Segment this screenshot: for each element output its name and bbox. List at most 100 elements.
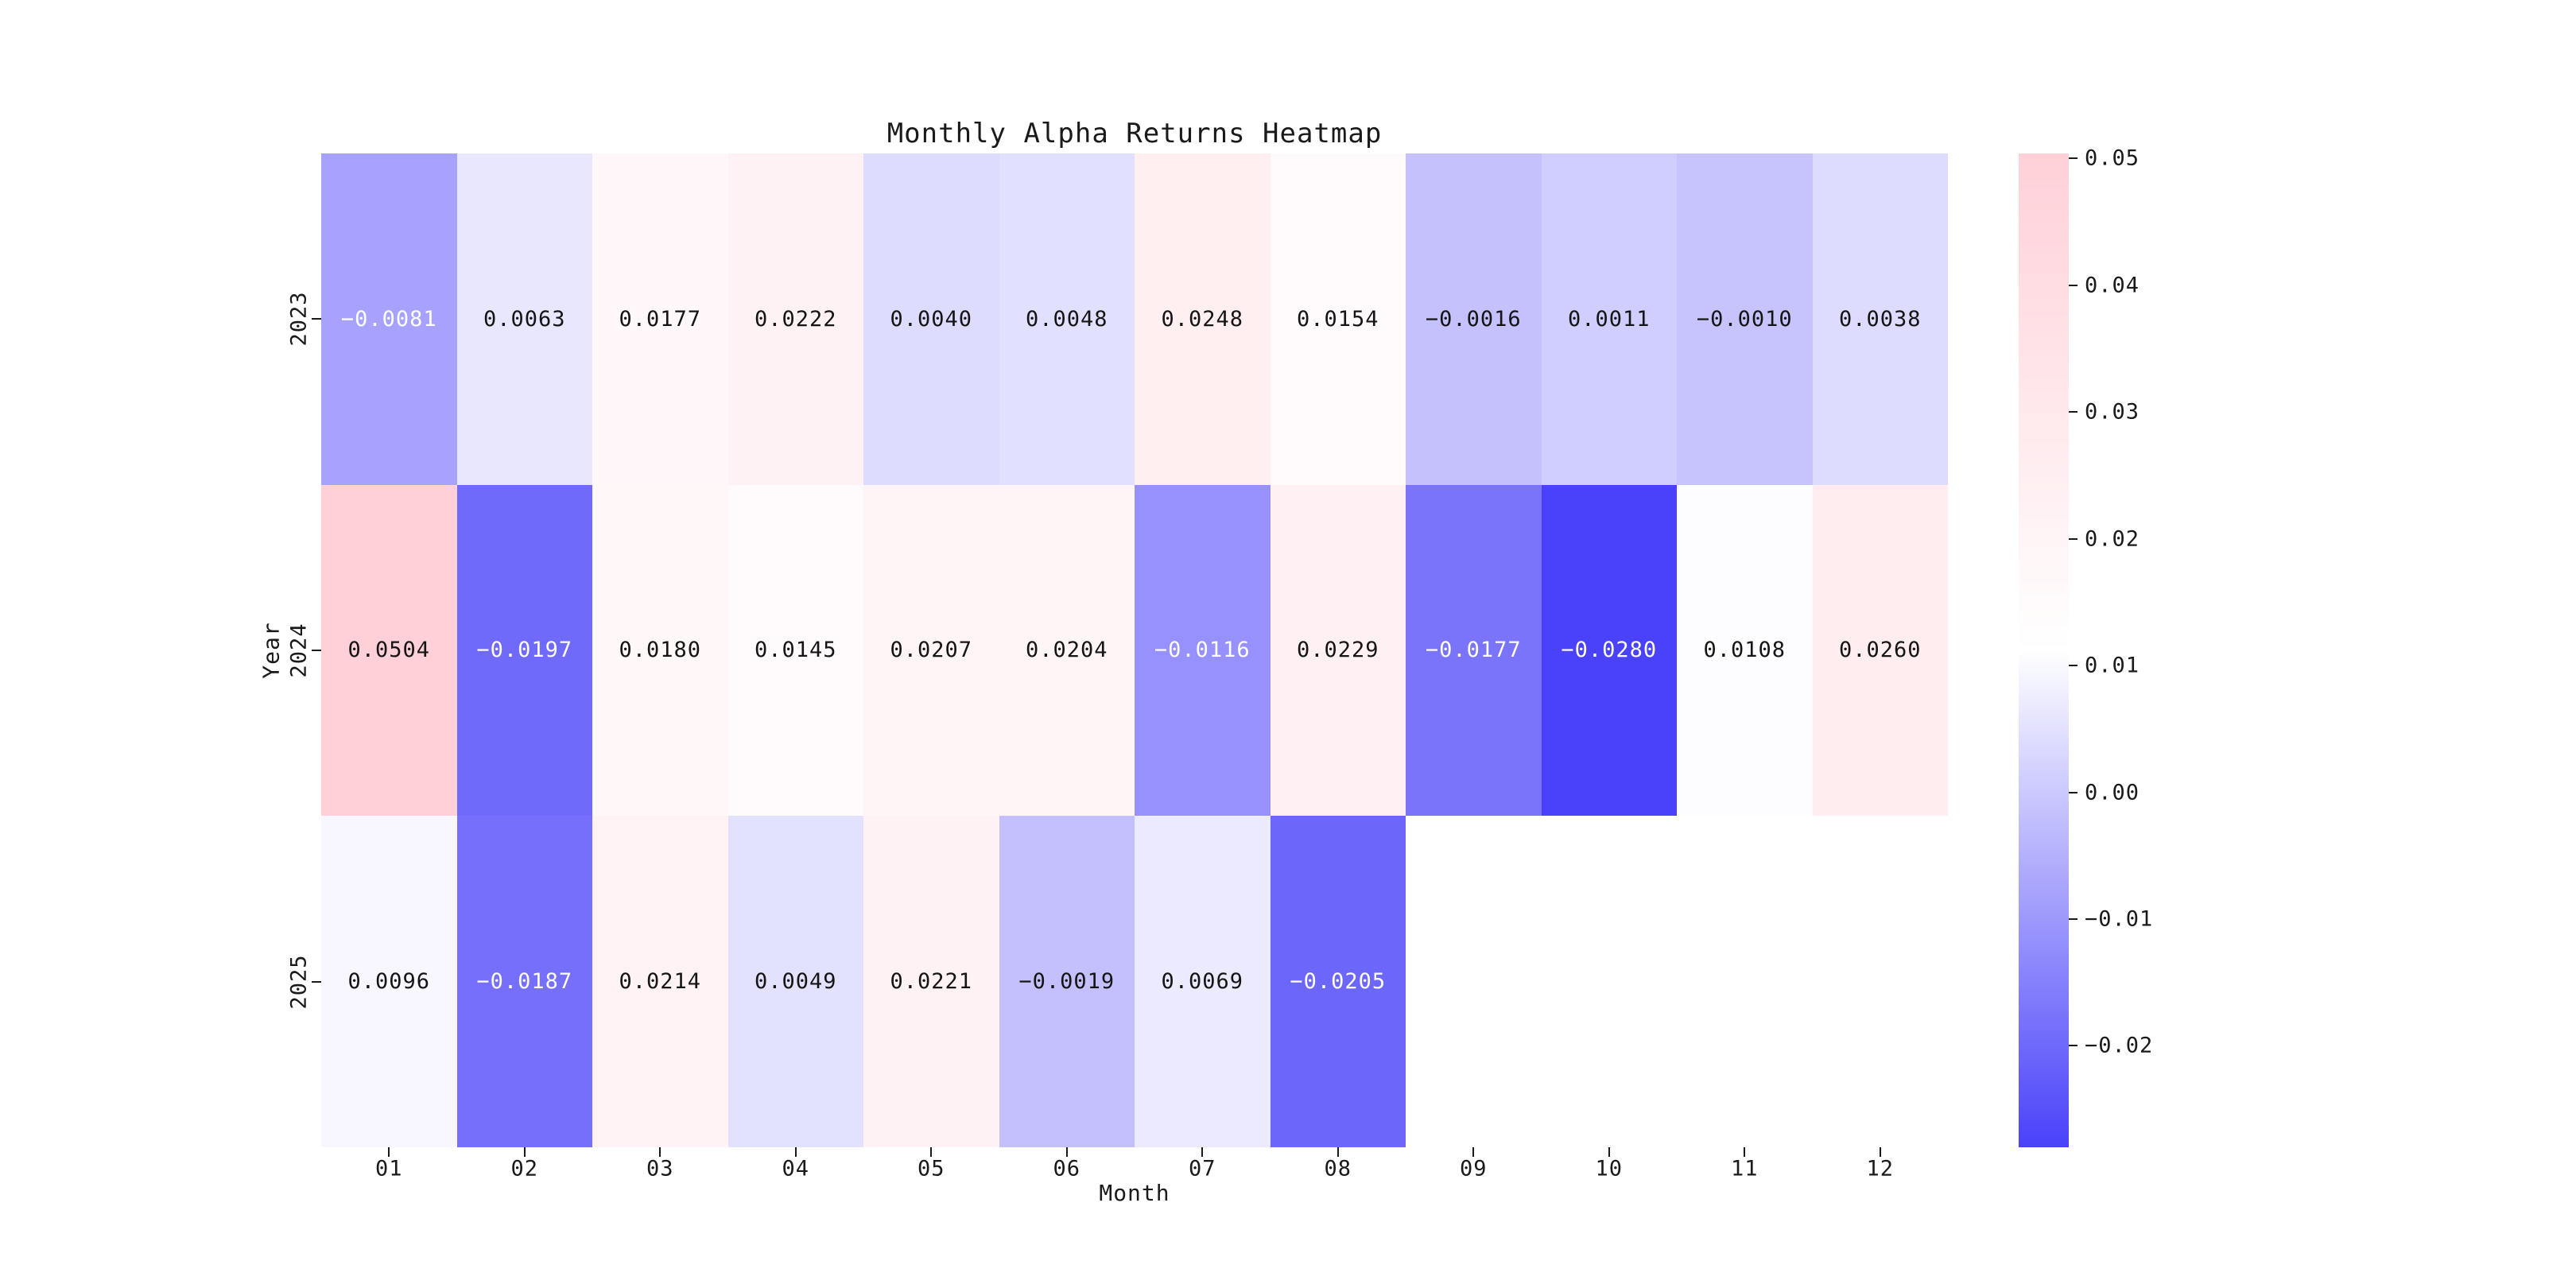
heatmap-cell: −0.0280 <box>1541 484 1677 817</box>
cell-value: 0.0096 <box>347 969 431 995</box>
heatmap-cell-empty <box>1812 816 1948 1147</box>
x-tick-label: 07 <box>1188 1156 1216 1181</box>
x-tick-mark <box>523 1147 526 1157</box>
heatmap-cell: 0.0049 <box>727 816 863 1147</box>
heatmap-cell: 0.0063 <box>456 153 592 485</box>
colorbar-tick-mark <box>2069 665 2077 667</box>
heatmap-cell: 0.0040 <box>863 153 999 485</box>
x-tick-mark <box>1201 1147 1204 1157</box>
colorbar-tick-mark <box>2069 537 2077 540</box>
colorbar-tick-label: 0.03 <box>2085 399 2140 425</box>
heatmap-cell: −0.0116 <box>1135 484 1271 817</box>
heatmap-cell: 0.0222 <box>727 153 863 485</box>
colorbar-tick-mark <box>2069 157 2077 160</box>
x-tick-mark <box>1472 1147 1475 1157</box>
x-tick-mark <box>1608 1147 1610 1157</box>
colorbar-tick-label: −0.01 <box>2085 906 2154 932</box>
cell-value: −0.0116 <box>1154 638 1251 663</box>
chart-title: Monthly Alpha Returns Heatmap <box>886 118 1383 149</box>
cell-value: 0.0011 <box>1567 306 1651 332</box>
cell-value: 0.0180 <box>619 638 702 663</box>
y-tick-label: 2024 <box>286 623 312 678</box>
cell-value: −0.0081 <box>340 306 437 332</box>
heatmap-cell: 0.0180 <box>592 484 728 817</box>
x-tick-mark <box>1065 1147 1068 1157</box>
heatmap-cell: −0.0016 <box>1406 153 1542 485</box>
colorbar-tick-label: 0.05 <box>2085 145 2140 171</box>
heatmap-cell: 0.0207 <box>863 484 999 817</box>
x-tick-label: 10 <box>1595 1156 1624 1181</box>
cell-value: −0.0177 <box>1425 638 1522 663</box>
cell-value: 0.0063 <box>483 306 566 332</box>
colorbar-tick-mark <box>2069 791 2077 793</box>
heatmap-cell: −0.0081 <box>321 153 457 485</box>
colorbar-tick-mark <box>2069 1045 2077 1047</box>
colorbar-tick-label: −0.02 <box>2085 1033 2154 1058</box>
cell-value: 0.0221 <box>890 969 973 995</box>
y-tick-mark <box>312 318 321 320</box>
heatmap-grid: −0.0081 0.0063 0.0177 0.0222 0.0040 0.0048 0.0… <box>321 153 1948 1147</box>
x-tick-label: 05 <box>917 1156 945 1181</box>
cell-value: 0.0207 <box>890 638 973 663</box>
heatmap-cell: −0.0205 <box>1270 816 1406 1147</box>
cell-value: −0.0187 <box>476 969 573 995</box>
colorbar <box>2019 153 2069 1147</box>
heatmap-cell: −0.0010 <box>1677 153 1813 485</box>
colorbar-tick-label: 0.00 <box>2085 780 2140 805</box>
heatmap-cell: −0.0019 <box>999 816 1135 1147</box>
cell-value: 0.0108 <box>1703 638 1787 663</box>
heatmap-cell: 0.0260 <box>1812 484 1948 817</box>
y-tick-mark <box>312 980 321 983</box>
heatmap-cell: 0.0229 <box>1270 484 1406 817</box>
x-tick-label: 02 <box>510 1156 539 1181</box>
heatmap-cell: 0.0221 <box>863 816 999 1147</box>
cell-value: −0.0010 <box>1696 306 1793 332</box>
cell-value: 0.0248 <box>1161 306 1244 332</box>
heatmap-cell: 0.0069 <box>1135 816 1271 1147</box>
cell-value: −0.0280 <box>1561 638 1658 663</box>
heatmap-cell: −0.0187 <box>456 816 592 1147</box>
cell-value: −0.0019 <box>1018 969 1115 995</box>
heatmap-cell: 0.0154 <box>1270 153 1406 485</box>
x-tick-label: 09 <box>1459 1156 1488 1181</box>
heatmap-cell: 0.0504 <box>321 484 457 817</box>
cell-value: 0.0260 <box>1838 638 1922 663</box>
x-tick-label: 04 <box>782 1156 810 1181</box>
x-tick-mark <box>1744 1147 1746 1157</box>
cell-value: 0.0154 <box>1296 306 1379 332</box>
x-tick-mark <box>388 1147 390 1157</box>
cell-value: 0.0145 <box>754 638 837 663</box>
x-tick-label: 03 <box>646 1156 674 1181</box>
x-tick-mark <box>794 1147 797 1157</box>
heatmap-cell: 0.0108 <box>1677 484 1813 817</box>
x-tick-label: 06 <box>1053 1156 1081 1181</box>
x-tick-label: 11 <box>1730 1156 1759 1181</box>
heatmap-cell: −0.0197 <box>456 484 592 817</box>
x-tick-label: 08 <box>1324 1156 1352 1181</box>
colorbar-tick-mark <box>2069 284 2077 286</box>
colorbar-tick-mark <box>2069 918 2077 920</box>
heatmap-cell: 0.0204 <box>999 484 1135 817</box>
heatmap-cell: 0.0145 <box>727 484 863 817</box>
y-tick-mark <box>312 650 321 651</box>
heatmap-cell: 0.0038 <box>1812 153 1948 485</box>
heatmap-cell: 0.0214 <box>592 816 728 1147</box>
cell-value: −0.0016 <box>1425 306 1522 332</box>
cell-value: 0.0069 <box>1161 969 1244 995</box>
heatmap-cell: 0.0248 <box>1135 153 1271 485</box>
cell-value: 0.0049 <box>754 969 837 995</box>
y-tick-label: 2025 <box>286 954 312 1010</box>
x-tick-mark <box>1879 1147 1881 1157</box>
cell-value: 0.0177 <box>619 306 702 332</box>
x-tick-label: 12 <box>1866 1156 1895 1181</box>
heatmap-cell: 0.0011 <box>1541 153 1677 485</box>
cell-value: 0.0204 <box>1025 638 1108 663</box>
cell-value: 0.0040 <box>890 306 973 332</box>
colorbar-tick-mark <box>2069 411 2077 413</box>
x-tick-label: 01 <box>374 1156 403 1181</box>
colorbar-tick-label: 0.04 <box>2085 273 2140 298</box>
y-axis-label: Year <box>258 622 285 679</box>
cell-value: 0.0504 <box>347 638 431 663</box>
x-tick-mark <box>659 1147 661 1157</box>
